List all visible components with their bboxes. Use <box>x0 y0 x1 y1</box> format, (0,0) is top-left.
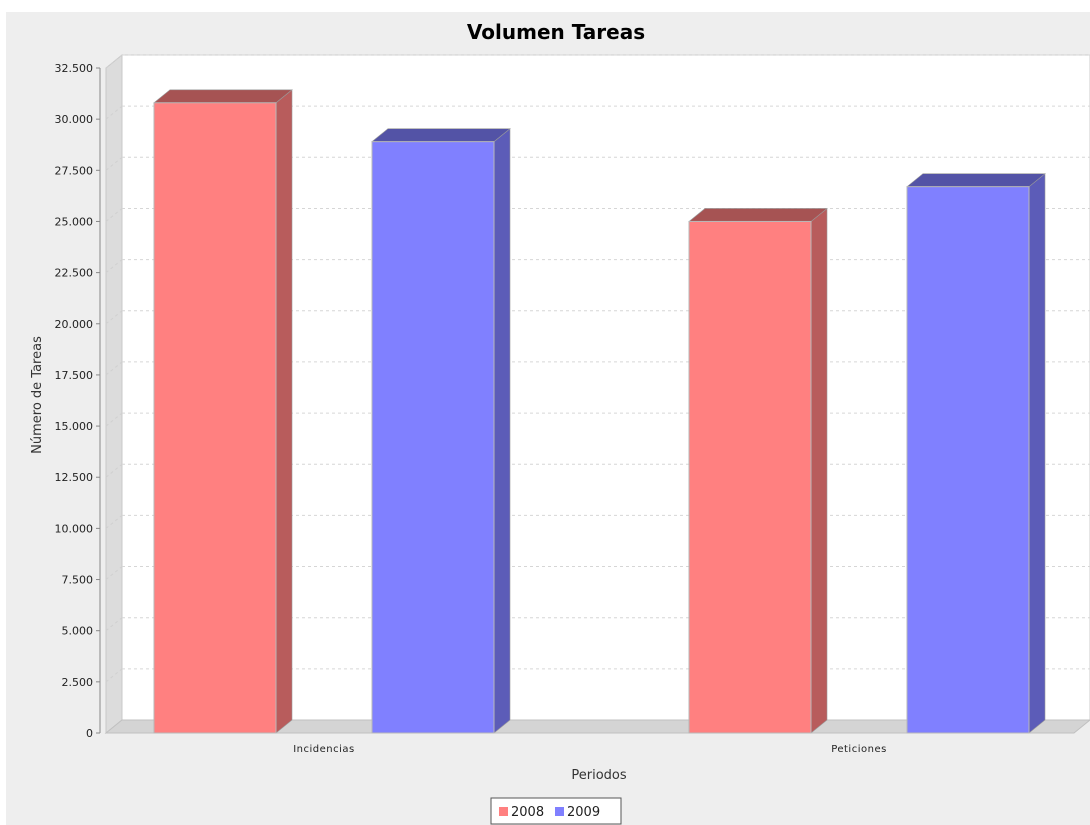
x-tick-label: Peticiones <box>831 744 887 755</box>
bar-peticiones-2009 <box>906 173 1046 734</box>
y-tick-label: 32.500 <box>55 62 94 75</box>
plot-side-wall <box>105 53 123 735</box>
bar-top <box>371 128 511 142</box>
chart-title: Volumen Tareas <box>467 20 645 44</box>
y-tick-label: 22.500 <box>55 267 94 280</box>
bar-front <box>906 186 1030 734</box>
bar-top <box>906 173 1046 187</box>
chart-legend: 2008 2009 <box>490 797 622 825</box>
x-axis: Incidencias Peticiones <box>293 744 887 755</box>
y-tick-label: 30.000 <box>55 113 94 126</box>
y-tick-label: 2.500 <box>62 676 94 689</box>
y-tick-label: 25.000 <box>55 215 94 228</box>
bar-front <box>153 102 277 734</box>
x-tick-label: Incidencias <box>293 744 355 755</box>
y-tick-label: 12.500 <box>55 471 94 484</box>
y-tick-label: 5.000 <box>62 625 94 638</box>
bar-front <box>371 141 495 734</box>
x-axis-label: Periodos <box>571 768 626 783</box>
bar-front <box>688 220 812 734</box>
legend-label-2009: 2009 <box>567 805 600 820</box>
bar-top <box>153 89 293 104</box>
y-tick-label: 15.000 <box>55 420 94 433</box>
y-tick-label: 27.500 <box>55 164 94 177</box>
bar-side <box>275 89 293 734</box>
chart-bars <box>153 89 1046 734</box>
y-tick-label: 10.000 <box>55 522 94 535</box>
bar-side <box>810 207 828 734</box>
y-tick-label: 0 <box>86 727 93 740</box>
bar-top <box>688 208 828 222</box>
bar-side <box>493 128 511 734</box>
bar-incidencias-2009 <box>371 128 511 734</box>
legend-swatch-2009 <box>555 807 564 816</box>
bar-peticiones-2008 <box>688 207 828 734</box>
y-tick-label: 7.500 <box>62 574 94 587</box>
bar-incidencias-2008 <box>153 89 293 734</box>
y-axis: 0 2.500 5.000 7.500 10.000 12.500 15.000 17.500… <box>55 62 101 740</box>
y-tick-label: 20.000 <box>55 318 94 331</box>
bar-side <box>1028 173 1046 734</box>
legend-label-2008: 2008 <box>511 805 544 820</box>
y-tick-label: 17.500 <box>55 369 94 382</box>
y-axis-label: Número de Tareas <box>30 336 45 454</box>
legend-swatch-2008 <box>499 807 508 816</box>
